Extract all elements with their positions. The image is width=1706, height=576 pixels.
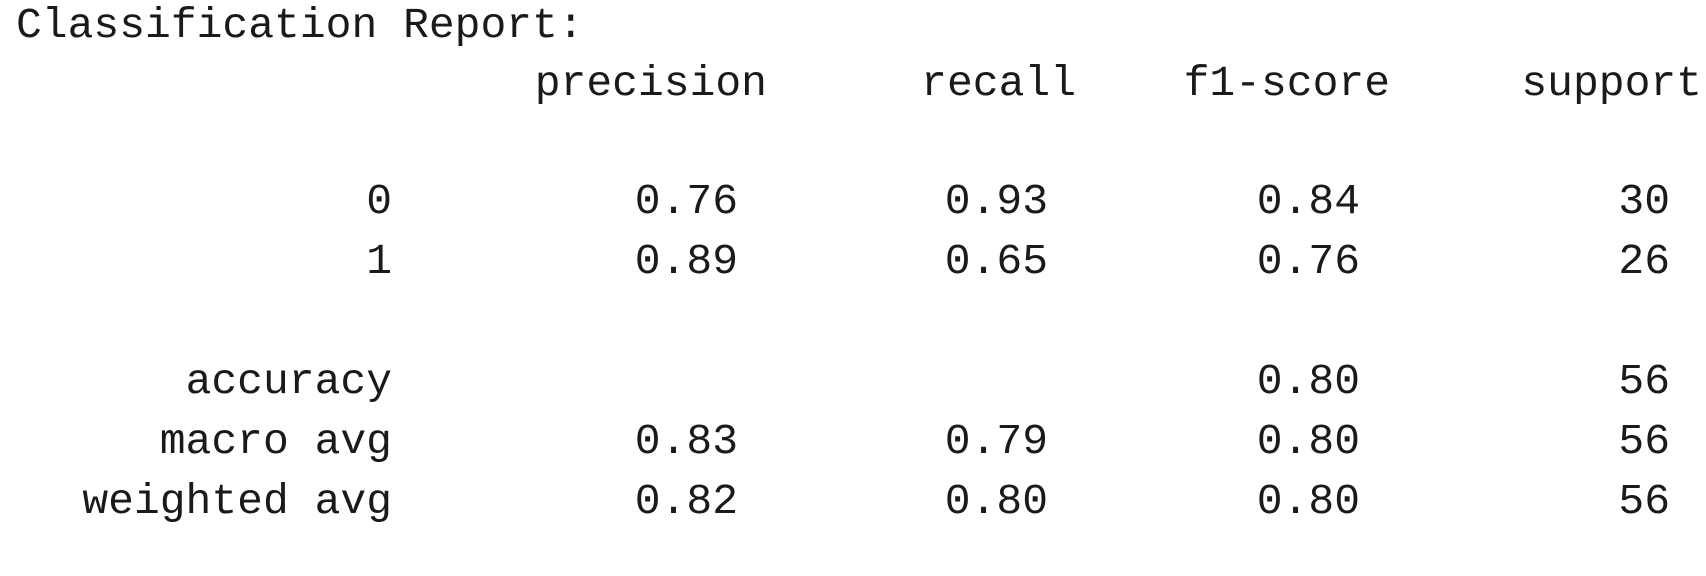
support-value: 56	[1618, 357, 1670, 406]
row-label: 0	[366, 177, 392, 226]
support-value: 56	[1618, 477, 1670, 526]
row-label: accuracy	[185, 357, 392, 406]
recall-value: 0.65	[944, 237, 1048, 286]
table-row-accuracy: accuracy 0.80 56	[0, 360, 1706, 410]
header-row: precision recall f1-score support	[0, 62, 1706, 112]
table-row-weighted-avg: weighted avg 0.82 0.80 0.80 56	[0, 480, 1706, 530]
f1-score-value: 0.80	[1256, 357, 1360, 406]
support-value: 30	[1618, 177, 1670, 226]
recall-value: 0.79	[944, 417, 1048, 466]
header-support: support	[1521, 59, 1702, 108]
table-row-macro-avg: macro avg 0.83 0.79 0.80 56	[0, 420, 1706, 470]
header-f1-score: f1-score	[1183, 59, 1390, 108]
recall-value: 0.80	[944, 477, 1048, 526]
f1-score-value: 0.80	[1256, 477, 1360, 526]
f1-score-value: 0.76	[1256, 237, 1360, 286]
header-precision: precision	[534, 59, 767, 108]
support-value: 26	[1618, 237, 1670, 286]
recall-value: 0.93	[944, 177, 1048, 226]
row-label: macro avg	[159, 417, 392, 466]
row-label: 1	[366, 237, 392, 286]
report-title: Classification Report:	[16, 1, 584, 50]
row-label: weighted avg	[82, 477, 392, 526]
table-row-class-1: 1 0.89 0.65 0.76 26	[0, 240, 1706, 290]
header-recall: recall	[921, 59, 1076, 108]
f1-score-value: 0.80	[1256, 417, 1360, 466]
f1-score-value: 0.84	[1256, 177, 1360, 226]
precision-value: 0.76	[634, 177, 738, 226]
precision-value: 0.82	[634, 477, 738, 526]
table-row-class-0: 0 0.76 0.93 0.84 30	[0, 180, 1706, 230]
support-value: 56	[1618, 417, 1670, 466]
precision-value: 0.89	[634, 237, 738, 286]
precision-value: 0.83	[634, 417, 738, 466]
